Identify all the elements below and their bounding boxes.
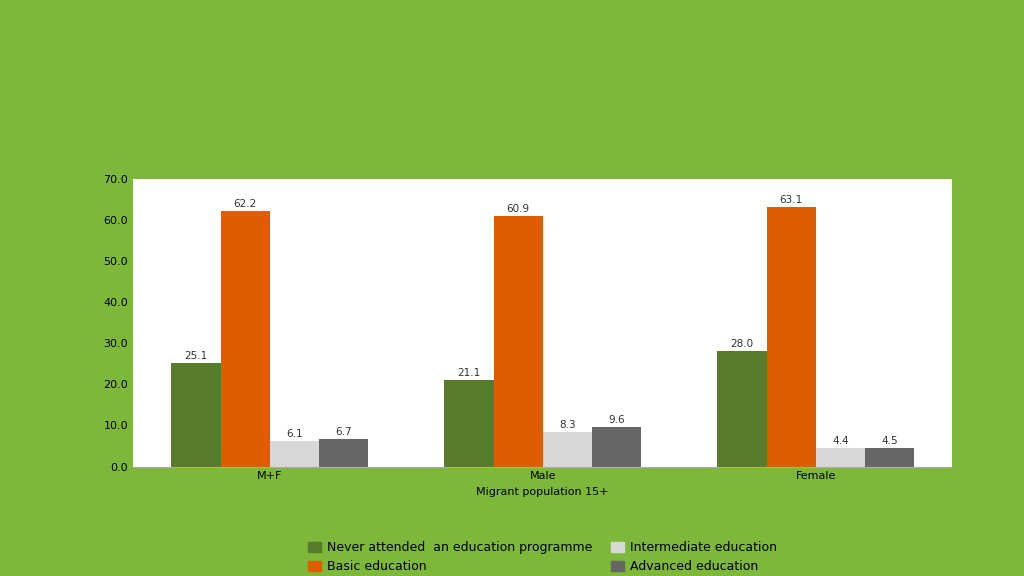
Text: 21.1: 21.1 <box>458 367 480 378</box>
Bar <box>767 207 816 467</box>
Bar <box>220 211 269 467</box>
Bar <box>865 448 914 467</box>
Text: 60.9: 60.9 <box>507 204 529 214</box>
Bar <box>171 363 220 467</box>
X-axis label: Migrant population 15+: Migrant population 15+ <box>476 487 609 497</box>
Text: 62.2: 62.2 <box>233 199 257 209</box>
Legend: Never attended  an education programme, Basic education, Intermediate education,: Never attended an education programme, B… <box>303 536 782 576</box>
Bar <box>718 351 767 467</box>
Text: 4.4: 4.4 <box>833 437 849 446</box>
Text: working-age populations, by sex, 2010–19: working-age populations, by sex, 2010–19 <box>406 55 840 73</box>
Text: Educational attainment of: Educational attainment of <box>56 55 326 73</box>
Bar <box>494 216 543 467</box>
Text: 6.1: 6.1 <box>286 429 302 439</box>
Text: 9.6: 9.6 <box>608 415 625 425</box>
Bar <box>816 449 865 467</box>
Text: (percentage). Country X.: (percentage). Country X. <box>56 89 308 107</box>
Bar <box>269 441 318 467</box>
Text: 4.5: 4.5 <box>882 436 898 446</box>
Text: 25.1: 25.1 <box>184 351 208 361</box>
Text: migrant: migrant <box>326 55 406 73</box>
Text: 28.0: 28.0 <box>730 339 754 349</box>
Text: 63.1: 63.1 <box>779 195 803 205</box>
Bar <box>543 433 592 467</box>
Bar <box>318 439 368 467</box>
Bar <box>592 427 641 467</box>
Text: 6.7: 6.7 <box>335 427 351 437</box>
Bar <box>444 380 494 467</box>
Text: 8.3: 8.3 <box>559 420 575 430</box>
